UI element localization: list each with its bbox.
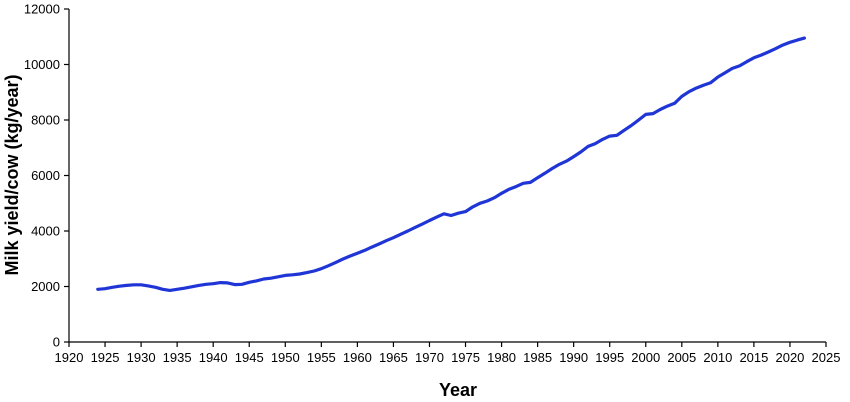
x-tick-label: 1995 (595, 350, 624, 365)
x-tick-label: 1920 (55, 350, 84, 365)
axes (68, 9, 826, 343)
y-tick-label: 2000 (31, 279, 60, 294)
y-tick-label: 0 (53, 335, 60, 350)
x-tick-label: 2020 (775, 350, 804, 365)
series-layer (96, 36, 806, 292)
y-tick-label: 12000 (24, 2, 60, 17)
x-tick-label: 2005 (667, 350, 696, 365)
x-tick-label: 1970 (415, 350, 444, 365)
y-tick-label: 6000 (31, 168, 60, 183)
x-tick-label: 1955 (307, 350, 336, 365)
x-tick-label: 1930 (127, 350, 156, 365)
x-tick-label: 1960 (343, 350, 372, 365)
x-tick-label: 2010 (703, 350, 732, 365)
x-tick-label: 1935 (163, 350, 192, 365)
tick-layer: 0 2000 4000 6000 8000 10000 12000 1920 1925 1930 1… (24, 2, 841, 366)
y-tick-label: 8000 (31, 113, 60, 128)
x-tick-label: 1925 (91, 350, 120, 365)
x-tick-label: 1950 (271, 350, 300, 365)
series-line (96, 36, 806, 292)
x-tick-label: 2000 (631, 350, 660, 365)
x-tick-label: 1980 (487, 350, 516, 365)
y-tick-label: 10000 (24, 57, 60, 72)
x-tick-label: 1945 (235, 350, 264, 365)
x-tick-label: 1940 (199, 350, 228, 365)
x-tick-label: 2025 (812, 350, 841, 365)
x-tick-label: 1975 (451, 350, 480, 365)
x-tick-label: 1985 (523, 350, 552, 365)
x-tick-label: 2015 (739, 350, 768, 365)
y-tick-label: 4000 (31, 224, 60, 239)
y-axis-title: Milk yield/cow (kg/year) (2, 74, 22, 275)
x-axis-title: Year (439, 380, 477, 400)
x-tick-label: 1965 (379, 350, 408, 365)
x-tick-label: 1990 (559, 350, 588, 365)
